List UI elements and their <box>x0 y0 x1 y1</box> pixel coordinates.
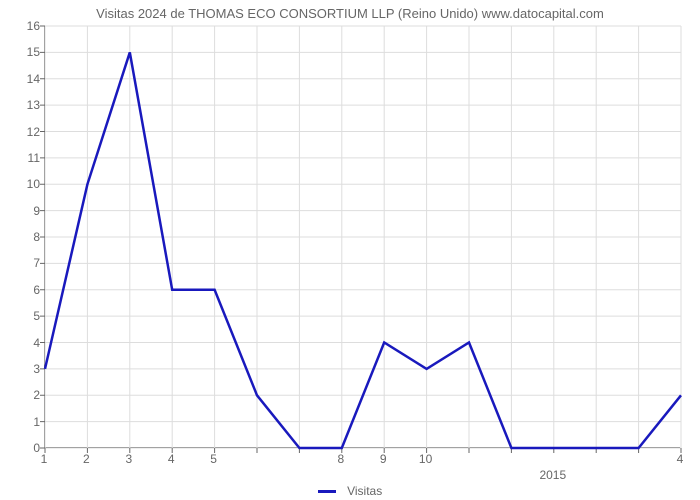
legend: Visitas <box>0 484 700 498</box>
x-tick-label: 1 <box>41 452 48 466</box>
x-tick-label: 4 <box>677 452 684 466</box>
visits-line-chart: Visitas 2024 de THOMAS ECO CONSORTIUM LL… <box>0 0 700 500</box>
y-tick-label: 14 <box>10 72 40 86</box>
x-tick-label: 8 <box>337 452 344 466</box>
y-tick-label: 15 <box>10 45 40 59</box>
y-tick-label: 16 <box>10 19 40 33</box>
y-tick-label: 12 <box>10 125 40 139</box>
y-tick-label: 10 <box>10 177 40 191</box>
x-tick-label: 2 <box>83 452 90 466</box>
y-tick-label: 0 <box>10 441 40 455</box>
x-tick-label: 9 <box>380 452 387 466</box>
y-tick-label: 5 <box>10 309 40 323</box>
y-tick-label: 1 <box>10 415 40 429</box>
chart-title: Visitas 2024 de THOMAS ECO CONSORTIUM LL… <box>0 6 700 21</box>
y-tick-label: 7 <box>10 256 40 270</box>
legend-label: Visitas <box>347 484 382 498</box>
plot-area <box>44 26 680 448</box>
y-tick-label: 8 <box>10 230 40 244</box>
y-tick-label: 11 <box>10 151 40 165</box>
x-secondary-label: 2015 <box>539 468 566 482</box>
y-tick-label: 4 <box>10 336 40 350</box>
y-tick-label: 3 <box>10 362 40 376</box>
visits-series-line <box>45 52 681 448</box>
y-tick-label: 6 <box>10 283 40 297</box>
y-tick-label: 2 <box>10 388 40 402</box>
y-tick-label: 9 <box>10 204 40 218</box>
x-tick-label: 10 <box>419 452 432 466</box>
legend-swatch <box>318 490 336 493</box>
x-tick-label: 3 <box>125 452 132 466</box>
x-tick-label: 5 <box>210 452 217 466</box>
x-tick-label: 4 <box>168 452 175 466</box>
y-tick-label: 13 <box>10 98 40 112</box>
